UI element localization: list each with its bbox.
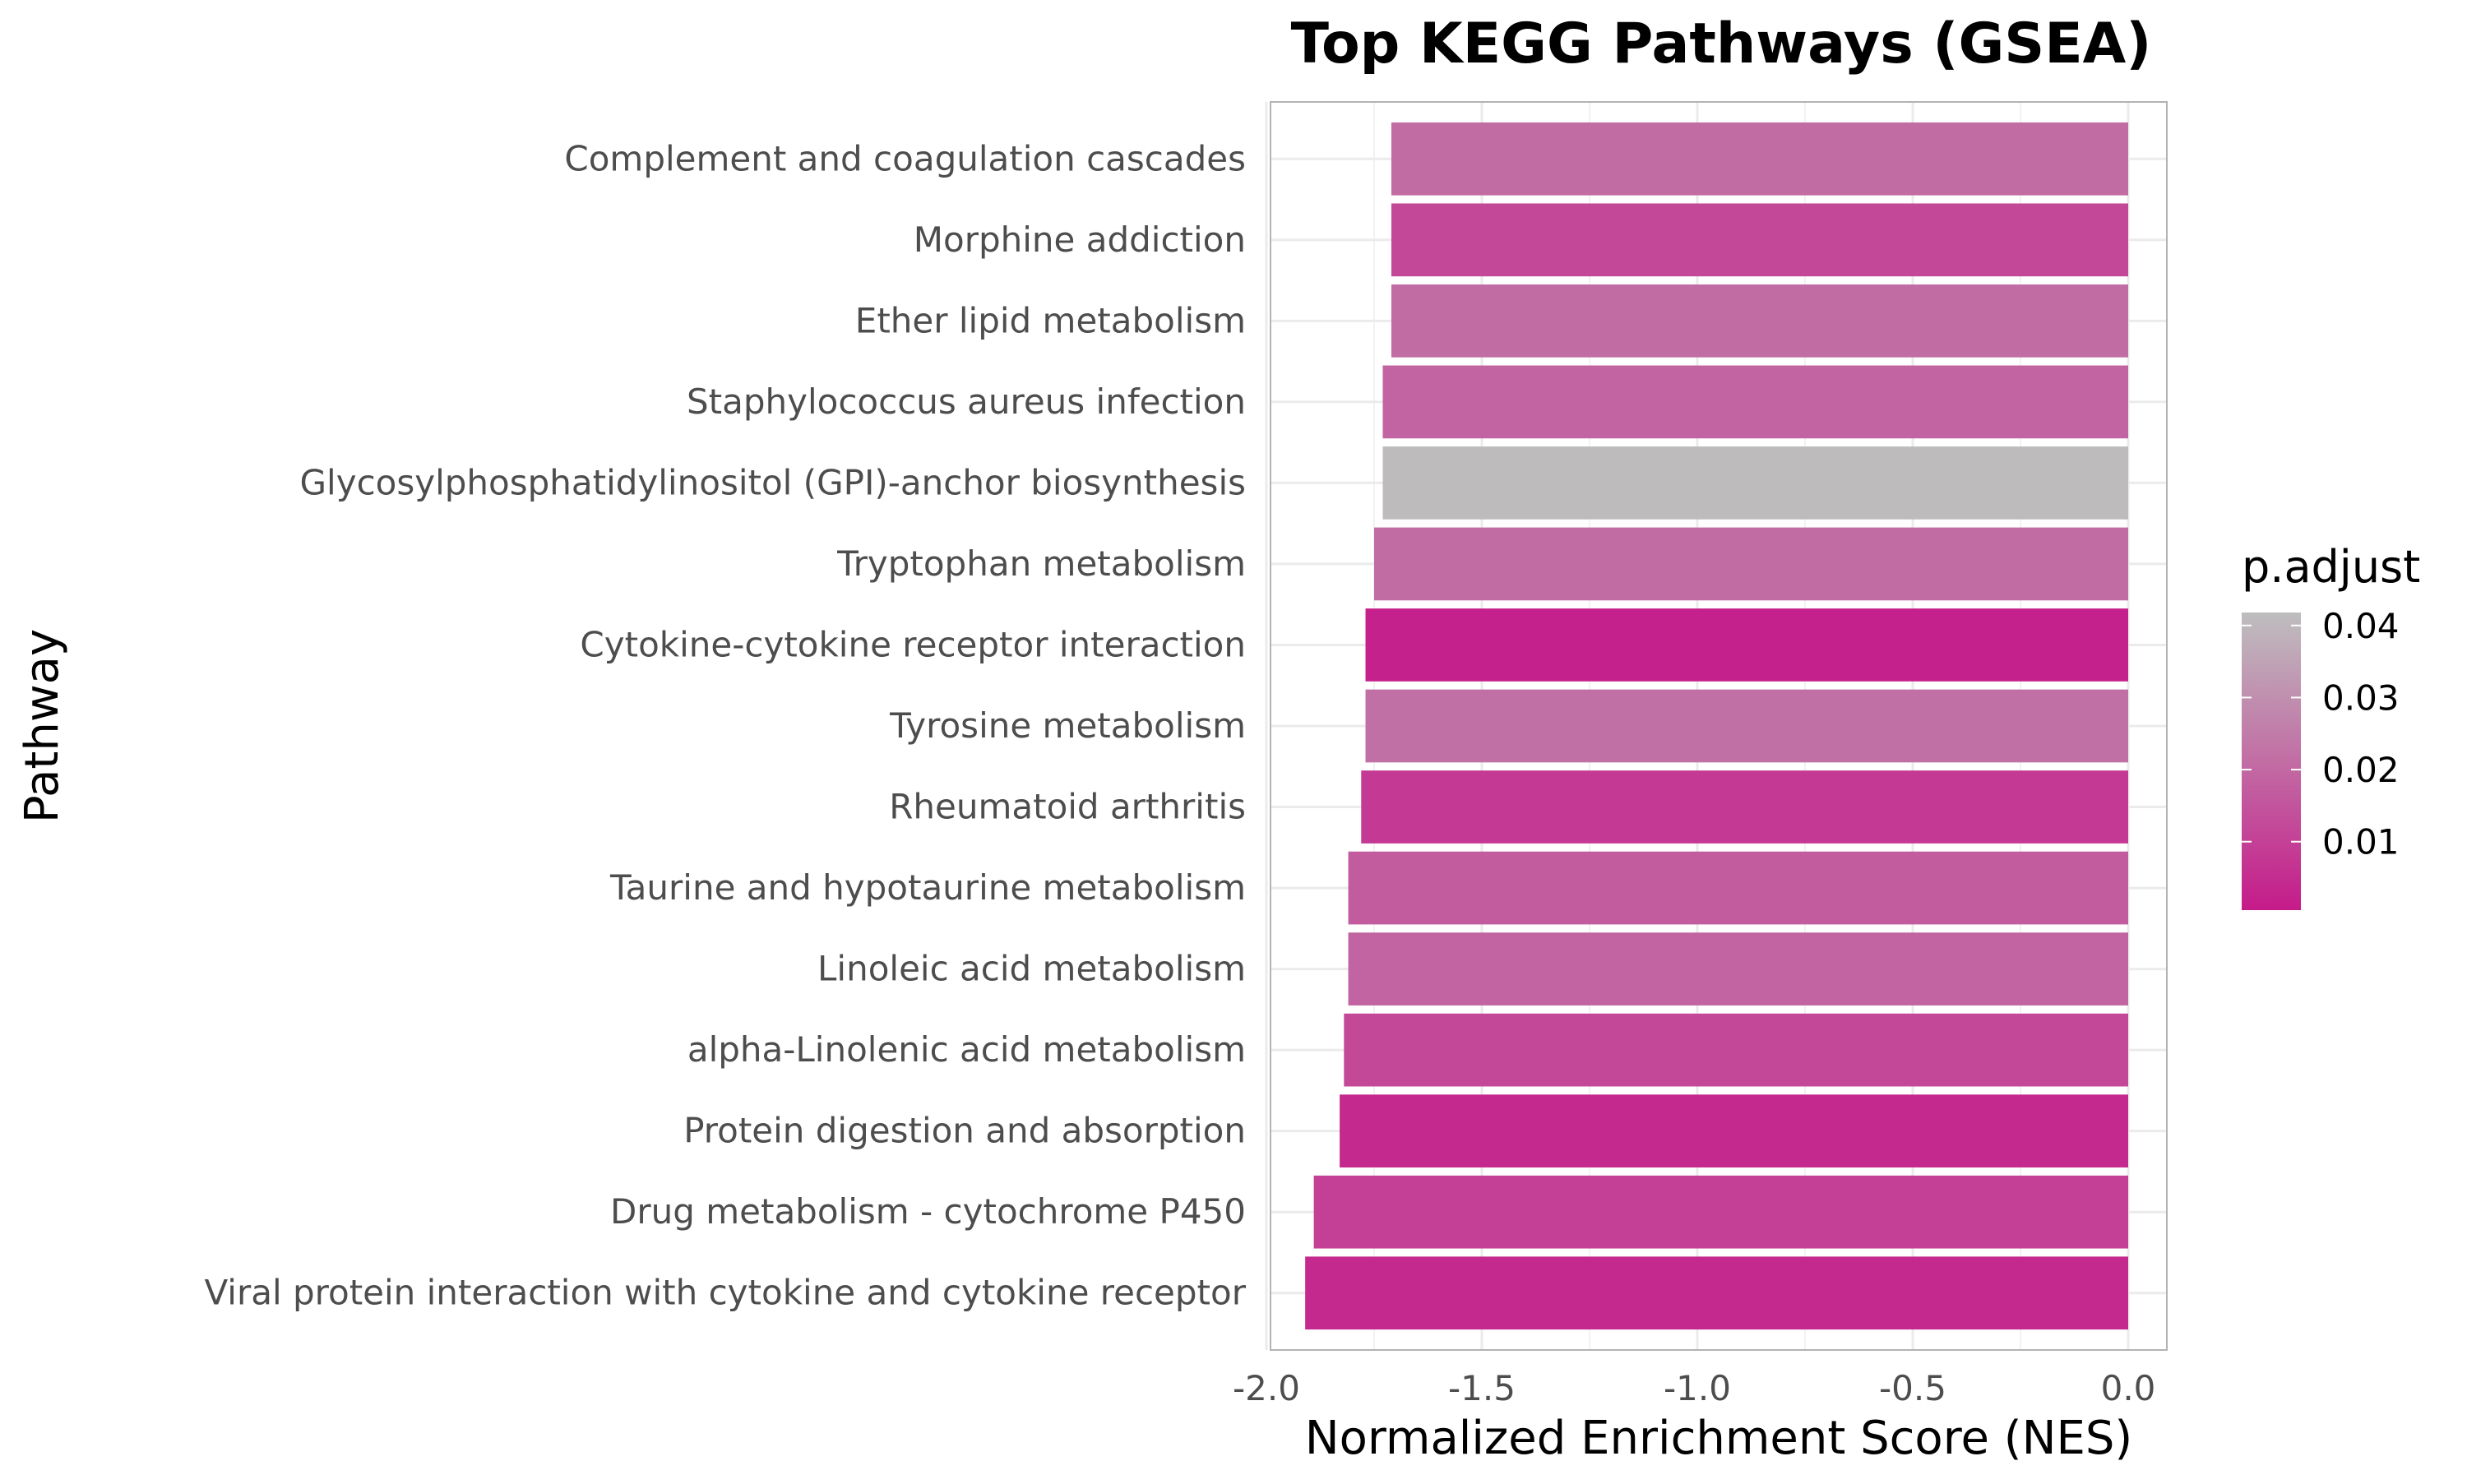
bar-4 <box>1382 365 2128 439</box>
x-tick-label: -1.5 <box>1448 1368 1516 1408</box>
y-tick-labels: Complement and coagulation cascades Morph… <box>204 138 1246 1312</box>
y-axis-title: Pathway <box>16 629 69 823</box>
bar-12 <box>1344 1013 2128 1087</box>
y-tick-label: Linoleic acid metabolism <box>817 949 1246 989</box>
bar-7 <box>1365 608 2128 682</box>
y-tick-label: Tryptophan metabolism <box>836 543 1246 584</box>
bar-9 <box>1361 770 2128 844</box>
bar-14 <box>1313 1175 2128 1249</box>
y-tick-label: Rheumatoid arthritis <box>889 787 1246 827</box>
bar-3 <box>1391 284 2128 358</box>
bar-15 <box>1305 1256 2128 1330</box>
x-axis-title: Normalized Enrichment Score (NES) <box>1305 1412 2133 1465</box>
legend-title: p.adjust <box>2242 541 2420 593</box>
bar-10 <box>1348 851 2128 925</box>
bar-1 <box>1391 122 2128 196</box>
x-tick-label: -1.0 <box>1664 1368 1731 1408</box>
chart-title: Top KEGG Pathways (GSEA) <box>1291 12 2152 76</box>
bar-13 <box>1340 1094 2128 1168</box>
x-tick-label: -2.0 <box>1233 1368 1300 1408</box>
x-tick-label: -0.5 <box>1879 1368 1946 1408</box>
y-tick-label: Taurine and hypotaurine metabolism <box>609 867 1246 908</box>
y-tick-label: Tyrosine metabolism <box>889 705 1246 746</box>
legend-tick-label: 0.04 <box>2322 606 2400 646</box>
legend-tick-label: 0.01 <box>2322 822 2400 862</box>
y-tick-label: Glycosylphosphatidylinositol (GPI)-ancho… <box>300 462 1247 502</box>
bar-5 <box>1382 446 2128 520</box>
y-tick-label: Morphine addiction <box>914 220 1246 260</box>
y-tick-label: Staphylococcus aureus infection <box>687 381 1246 422</box>
bar-11 <box>1348 932 2128 1006</box>
bar-8 <box>1365 689 2128 763</box>
y-tick-label: Protein digestion and absorption <box>683 1111 1246 1151</box>
x-tick-labels: -2.0 -1.5 -1.0 -0.5 0.0 <box>1233 1368 2155 1408</box>
y-tick-label: Complement and coagulation cascades <box>564 138 1246 178</box>
legend-colorbar <box>2242 613 2301 910</box>
legend-ticks: 0.04 0.03 0.02 0.01 <box>2242 606 2400 862</box>
y-tick-label: alpha-Linolenic acid metabolism <box>687 1029 1246 1070</box>
y-tick-label: Ether lipid metabolism <box>855 300 1246 340</box>
bar-2 <box>1391 203 2128 277</box>
legend-tick-label: 0.02 <box>2322 750 2400 790</box>
bar-6 <box>1374 527 2128 601</box>
y-tick-label: Drug metabolism - cytochrome P450 <box>610 1191 1246 1232</box>
color-legend: p.adjust 0.04 0.03 0.02 0.01 <box>2242 541 2420 910</box>
x-tick-label: 0.0 <box>2101 1368 2156 1408</box>
panel-border <box>1270 101 2168 1351</box>
legend-tick-label: 0.03 <box>2322 677 2400 718</box>
y-tick-label: Viral protein interaction with cytokine … <box>204 1273 1246 1313</box>
y-tick-label: Cytokine-cytokine receptor interaction <box>580 624 1246 664</box>
bar-layer <box>1305 122 2128 1330</box>
